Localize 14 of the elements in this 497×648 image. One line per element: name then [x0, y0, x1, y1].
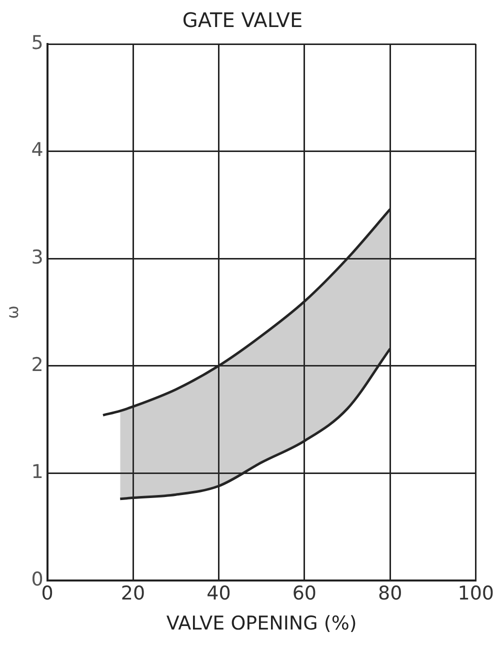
- x-tick-label: 20: [120, 582, 146, 605]
- x-tick-label: 40: [206, 582, 231, 605]
- x-tick-label: 80: [378, 582, 402, 605]
- x-axis-title: VALVE OPENING (%): [166, 612, 357, 635]
- x-tick-label: 100: [458, 582, 494, 605]
- x-tick-label: 60: [292, 582, 317, 605]
- y-tick-label: 0: [31, 568, 44, 590]
- y-tick-label: 4: [31, 139, 44, 162]
- y-tick-label: 2: [31, 354, 44, 376]
- y-tick-label: 5: [31, 32, 44, 54]
- y-tick-label: 3: [31, 246, 44, 268]
- y-axis-title: ω: [2, 305, 22, 319]
- y-tick-label: 1: [31, 461, 44, 484]
- chart-title: GATE VALVE: [182, 8, 303, 32]
